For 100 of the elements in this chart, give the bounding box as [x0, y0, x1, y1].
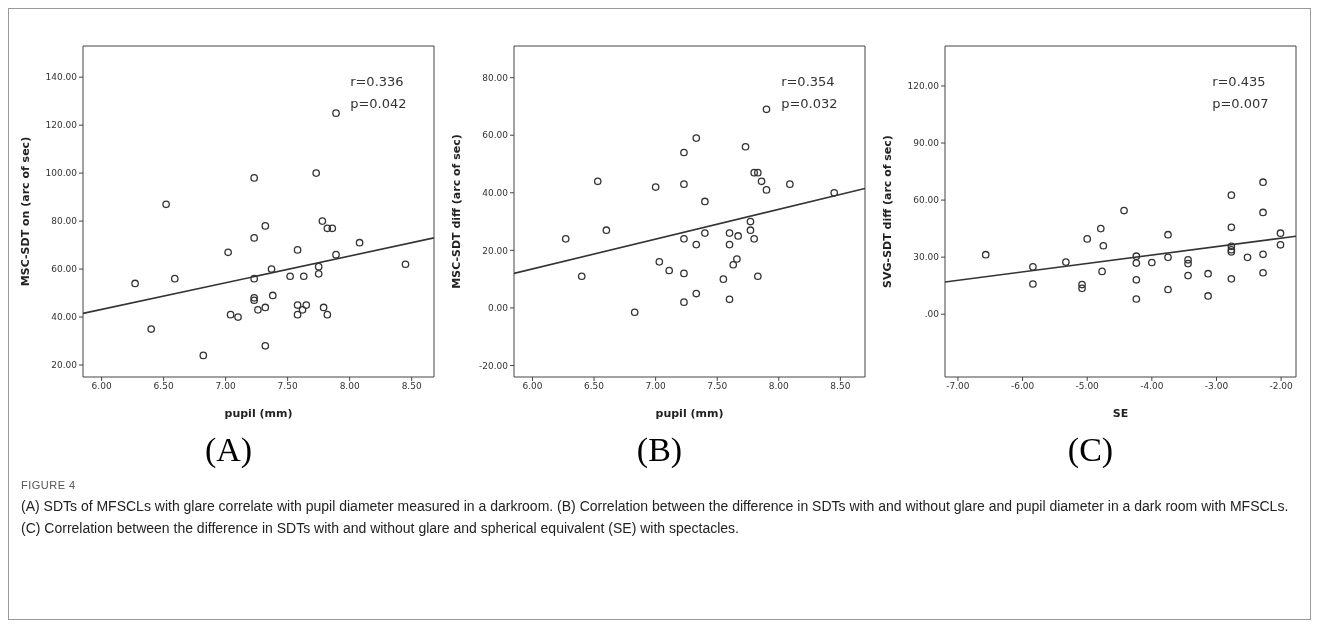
point: [732, 255, 741, 263]
point: [249, 296, 258, 305]
point: [1082, 235, 1091, 243]
point: [268, 291, 277, 300]
point: [1077, 284, 1086, 293]
x-tick-label: 6.50: [583, 381, 604, 392]
y-tick-label: 140.00: [45, 72, 77, 83]
point: [314, 262, 322, 271]
point: [331, 250, 340, 259]
point: [1099, 241, 1107, 250]
y-tick-label: 40.00: [481, 187, 508, 198]
point: [728, 260, 737, 269]
point: [298, 305, 306, 314]
y-tick-label: .00: [924, 309, 939, 320]
point: [829, 188, 838, 197]
point: [602, 226, 610, 235]
point: [319, 303, 327, 312]
point: [1163, 230, 1172, 239]
point: [700, 197, 709, 206]
y-axis-title: MSC-SDT diff (arc of sec): [449, 134, 463, 289]
point: [130, 279, 139, 288]
point: [293, 310, 301, 319]
annotation: p=0.032: [781, 95, 838, 113]
point: [1163, 285, 1172, 294]
text: FIGURE 4: [21, 479, 77, 491]
point: [679, 298, 688, 307]
point: [1258, 268, 1267, 277]
point: [981, 250, 990, 259]
y-tick-label: 60.00: [912, 195, 939, 206]
point: [1097, 267, 1106, 276]
point: [762, 105, 770, 114]
x-tick-label: 6.00: [521, 381, 543, 392]
point: [299, 272, 308, 281]
point: [1243, 253, 1251, 262]
point: [691, 134, 700, 142]
y-tick-label: 120.00: [907, 81, 939, 92]
y-tick-label: 120.00: [45, 120, 77, 131]
point: [1028, 280, 1037, 288]
x-tick-label: 7.00: [215, 381, 236, 392]
point: [293, 301, 301, 309]
point: [311, 169, 320, 177]
point: [293, 246, 301, 254]
text: (C): [1066, 431, 1115, 469]
point: [746, 226, 754, 235]
point: [301, 301, 310, 309]
point: [630, 308, 639, 317]
point: [331, 109, 340, 118]
point: [664, 266, 673, 275]
point: [785, 180, 794, 189]
point: [233, 313, 242, 321]
point: [753, 168, 762, 177]
point: [260, 303, 269, 312]
x-axis-title: SE: [1112, 407, 1128, 420]
point: [1131, 295, 1140, 303]
point: [1183, 271, 1192, 280]
text: (B): [635, 431, 684, 469]
point: [1227, 242, 1235, 251]
point: [700, 229, 709, 237]
point: [260, 341, 269, 350]
annotation: p=0.007: [1212, 95, 1269, 113]
point: [1203, 292, 1212, 300]
point: [1147, 258, 1156, 267]
point: [267, 265, 275, 273]
y-tick-label: 60.00: [481, 130, 508, 141]
point: [260, 222, 269, 230]
point: [161, 200, 170, 209]
point: [753, 272, 762, 281]
x-axis-title: pupil (mm): [655, 407, 723, 420]
annotation: r=0.354: [781, 73, 836, 91]
point: [733, 232, 742, 240]
text: (A) SDTs of MFSCLs with glare correlate with pupil diameter measured in a darkroom. (B) Correlation between the difference in SDTs with and without glare and pupil diameter in a dark room with MFSCLs. (C) Correlation between the difference in SDTs with and without glare and spherical equivalent (SE) with spectacles.: [21, 497, 1290, 538]
y-axis-title: SVG-SDT diff (arc of sec): [880, 135, 894, 288]
point: [679, 180, 688, 189]
point: [1183, 255, 1192, 264]
point: [1203, 269, 1212, 278]
point: [223, 248, 232, 257]
point: [1131, 259, 1140, 267]
point: [322, 310, 331, 319]
point: [749, 234, 758, 243]
point: [1119, 206, 1128, 215]
point: [679, 269, 688, 278]
point: [1077, 280, 1086, 289]
point: [749, 168, 758, 177]
point: [249, 274, 258, 283]
point: [1258, 178, 1267, 187]
annotation: r=0.435: [1212, 73, 1267, 91]
x-tick-label: -7.00: [945, 381, 970, 392]
x-tick-label: 7.00: [645, 381, 666, 392]
point: [314, 270, 322, 278]
x-tick-label: 8.50: [829, 381, 851, 392]
point: [322, 224, 331, 233]
point: [401, 260, 409, 269]
point: [170, 274, 179, 283]
point: [249, 174, 258, 182]
point: [719, 275, 727, 283]
point: [679, 234, 688, 243]
x-tick-label: 8.00: [339, 381, 360, 392]
y-tick-label: 60.00: [50, 264, 77, 275]
y-tick-label: 0.00: [487, 303, 508, 314]
x-axis-title: pupil (mm): [224, 407, 292, 420]
